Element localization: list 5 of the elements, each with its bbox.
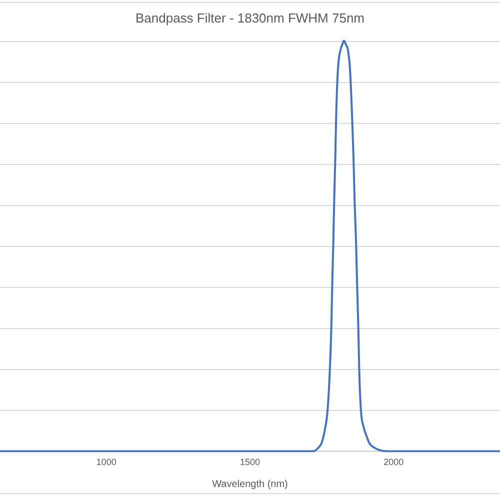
chart-title: Bandpass Filter - 1830nm FWHM 75nm [135,10,365,26]
x-axis-title: Wavelength (nm) [212,478,288,490]
x-tick-label: 1000 [96,457,116,468]
x-tick-label: 1500 [240,457,260,468]
x-tick-label: 2000 [384,457,404,468]
